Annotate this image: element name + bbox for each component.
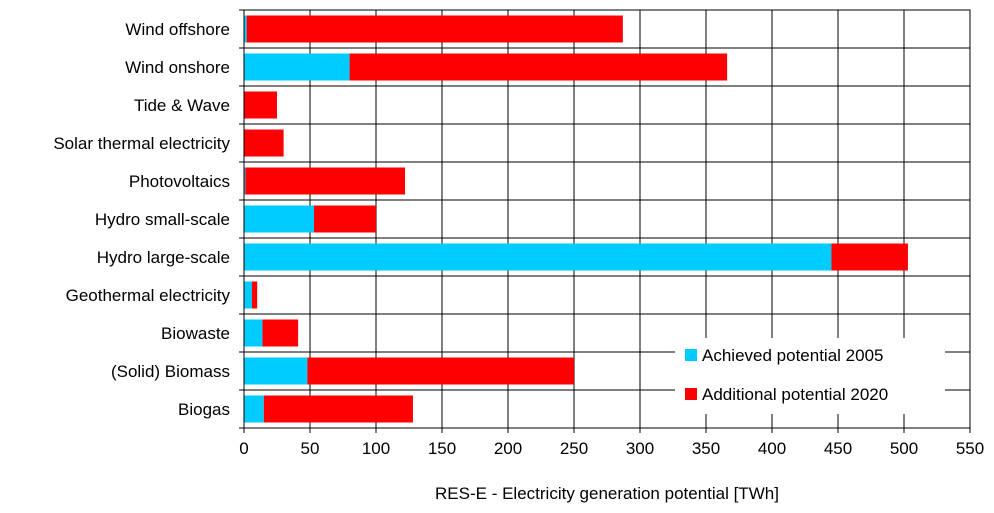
plot-frame	[243, 9, 971, 429]
bar-achieved	[244, 357, 308, 385]
category-label: Tide & Wave	[134, 96, 230, 115]
category-label: (Solid) Biomass	[111, 362, 230, 381]
x-tick-label: 100	[362, 439, 390, 458]
bar-additional	[313, 205, 376, 233]
x-tick-label: 500	[890, 439, 918, 458]
category-label: Biogas	[178, 400, 230, 419]
category-label: Wind onshore	[125, 58, 230, 77]
x-tick-label: 250	[560, 439, 588, 458]
x-tick-label: 150	[428, 439, 456, 458]
bar-achieved	[244, 395, 264, 423]
legend-swatch-additional	[685, 388, 697, 400]
legend-swatch-achieved	[685, 349, 697, 361]
bar-additional	[349, 53, 728, 81]
bar-additional	[262, 319, 299, 347]
category-label: Biowaste	[161, 324, 230, 343]
bar-achieved	[244, 205, 314, 233]
legend-label-additional: Additional potential 2020	[702, 385, 888, 404]
bar-additional	[263, 395, 413, 423]
bar-additional	[245, 167, 406, 195]
bar-additional	[251, 281, 258, 309]
legend-label-achieved: Achieved potential 2005	[702, 346, 883, 365]
bar-additional	[831, 243, 908, 271]
bar-achieved	[244, 319, 263, 347]
legend: Achieved potential 2005 Additional poten…	[675, 338, 945, 414]
bar-additional	[244, 91, 277, 119]
bar-achieved	[244, 15, 247, 43]
x-tick-label: 450	[824, 439, 852, 458]
x-tick-label: 300	[626, 439, 654, 458]
bar-additional	[244, 129, 284, 157]
x-tick-label: 0	[239, 439, 248, 458]
x-tick-label: 50	[301, 439, 320, 458]
x-tick-label: 350	[692, 439, 720, 458]
x-tick-label: 550	[956, 439, 984, 458]
category-labels: Wind offshore Wind onshore Tide & Wave Sola…	[53, 20, 230, 419]
category-label: Photovoltaics	[129, 172, 230, 191]
bar-achieved	[244, 243, 832, 271]
category-label: Solar thermal electricity	[53, 134, 230, 153]
x-tick-label: 200	[494, 439, 522, 458]
category-label: Wind offshore	[125, 20, 230, 39]
bar-achieved	[244, 281, 252, 309]
legend-background	[675, 338, 945, 414]
category-label: Hydro large-scale	[97, 248, 230, 267]
category-label: Hydro small-scale	[95, 210, 230, 229]
x-tick-label: 400	[758, 439, 786, 458]
bar-additional	[307, 357, 574, 385]
bar-additional	[246, 15, 623, 43]
x-tick-labels: 0 50 100 150 200 250 300 350 400 450 500 550	[239, 439, 984, 458]
x-axis-title: RES-E - Electricity generation potential…	[435, 484, 779, 503]
bar-achieved	[244, 53, 350, 81]
bar-achieved	[244, 167, 246, 195]
bars	[244, 15, 908, 423]
category-label: Geothermal electricity	[66, 286, 231, 305]
